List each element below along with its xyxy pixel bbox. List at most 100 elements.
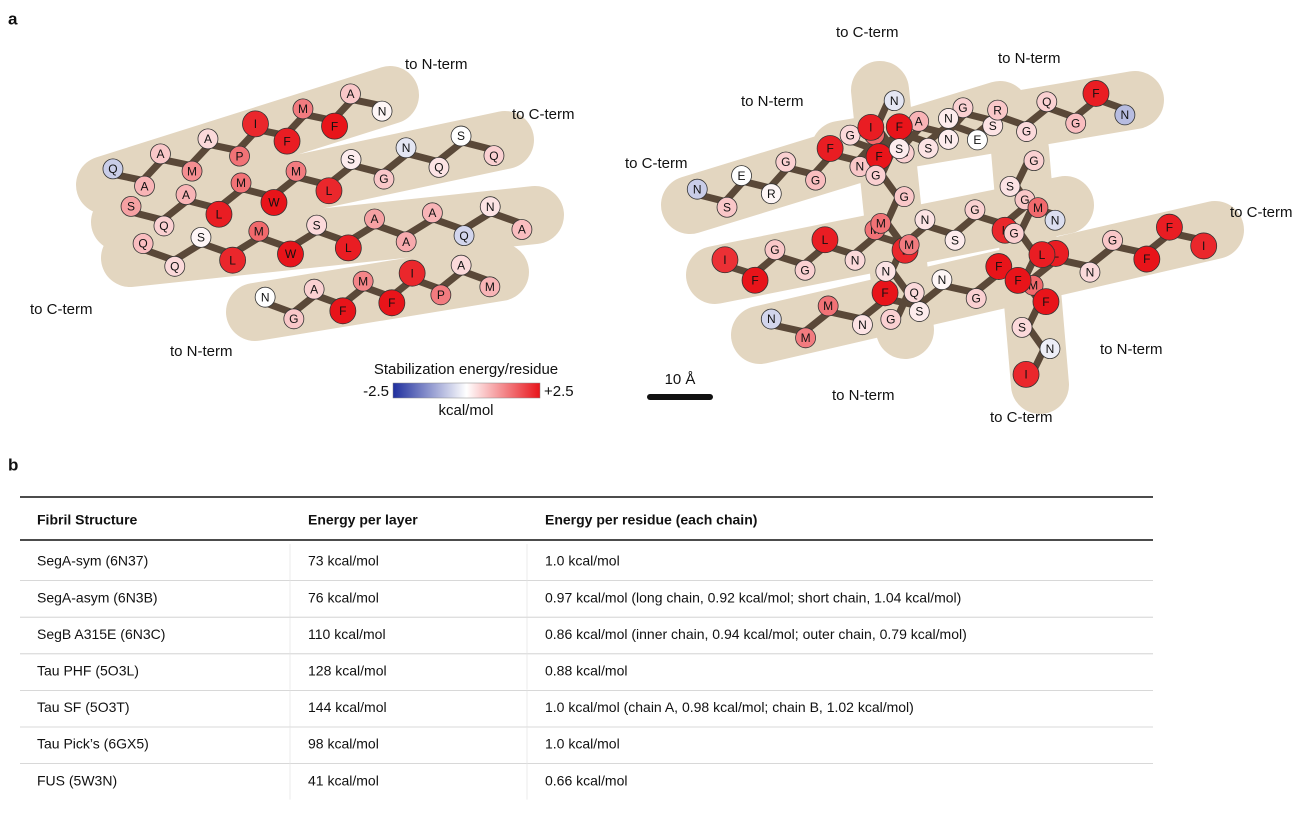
table-cell: 41 kcal/mol <box>308 772 379 788</box>
residue-letter: S <box>197 231 205 245</box>
residue-letter: N <box>890 94 899 108</box>
residue-letter: P <box>437 288 445 302</box>
residue-letter: M <box>801 331 811 345</box>
residue-letter: G <box>811 173 820 187</box>
residue-letter: G <box>1071 116 1080 130</box>
figure: QAAMAPIFMFANSQALMWMLSGNQSQQQSLMWSLAAAQNA… <box>0 0 1315 826</box>
table-header: Energy per residue (each chain) <box>545 512 757 528</box>
residue-letter: S <box>1018 321 1026 335</box>
residue-letter: I <box>254 117 257 131</box>
residue-letter: I <box>1024 368 1027 382</box>
residue-letter: L <box>229 253 236 267</box>
terminus-label: to N-term <box>1100 341 1163 358</box>
residue-letter: F <box>1166 220 1173 234</box>
residue-letter: G <box>900 190 909 204</box>
residue-letter: G <box>845 128 854 142</box>
terminus-label: to C-term <box>625 155 688 172</box>
residue-letter: L <box>1039 248 1046 262</box>
colorbar <box>393 383 540 398</box>
residue-letter: L <box>345 241 352 255</box>
residue-letter: G <box>1108 233 1117 247</box>
residue-letter: S <box>951 233 959 247</box>
residue-letter: A <box>457 258 465 272</box>
residue-letter: A <box>518 223 526 237</box>
residue-letter: M <box>236 176 246 190</box>
terminus-label: to C-term <box>836 24 899 41</box>
colorbar-tick-label: +2.5 <box>544 383 574 400</box>
residue-letter: F <box>826 142 833 156</box>
residue-letter: M <box>485 280 495 294</box>
residue-letter: I <box>869 121 872 135</box>
residue-letter: Q <box>459 229 468 243</box>
residue-letter: F <box>1042 295 1049 309</box>
residue-letter: A <box>402 235 410 249</box>
table-cell: 98 kcal/mol <box>308 736 379 752</box>
table-cell: 144 kcal/mol <box>308 699 387 715</box>
residue-letter: A <box>310 282 318 296</box>
table-cell: 1.0 kcal/mol <box>545 553 620 569</box>
terminus-label: to N-term <box>405 56 468 73</box>
table-cell: SegA-sym (6N37) <box>37 553 148 569</box>
residue-letter: E <box>738 169 746 183</box>
residue-letter: N <box>858 318 867 332</box>
table-cell: 76 kcal/mol <box>308 589 379 605</box>
residue-letter: N <box>1121 108 1130 122</box>
residue-letter: M <box>254 224 264 238</box>
terminus-label: to C-term <box>30 301 93 318</box>
residue-letter: S <box>924 141 932 155</box>
table-cell: Tau PHF (5O3L) <box>37 663 139 679</box>
table-cell: 1.0 kcal/mol (chain A, 0.98 kcal/mol; ch… <box>545 699 914 715</box>
residue-letter: G <box>958 101 967 115</box>
residue-letter: G <box>781 155 790 169</box>
residue-letter: M <box>876 217 886 231</box>
table-cell: 1.0 kcal/mol <box>545 736 620 752</box>
residue-letter: M <box>823 299 833 313</box>
terminus-label: to C-term <box>512 106 575 123</box>
residue-letter: N <box>944 112 953 126</box>
residue-letter: F <box>339 304 346 318</box>
residue-letter: Q <box>159 219 168 233</box>
residue-letter: M <box>1033 201 1043 215</box>
terminus-label: to N-term <box>832 387 895 404</box>
residue-letter: L <box>822 233 829 247</box>
table-cell: 0.88 kcal/mol <box>545 663 627 679</box>
residue-letter: I <box>410 266 413 280</box>
residue-letter: F <box>1014 274 1021 288</box>
residue-letter: G <box>1022 125 1031 139</box>
table-cell: 0.86 kcal/mol (inner chain, 0.94 kcal/mo… <box>545 626 967 642</box>
terminus-label: to N-term <box>998 50 1061 67</box>
residue-letter: W <box>268 196 280 210</box>
table-cell: SegA-asym (6N3B) <box>37 589 158 605</box>
residue-letter: L <box>326 184 333 198</box>
residue-letter: F <box>875 150 882 164</box>
residue-letter: M <box>187 164 197 178</box>
residue-letter: P <box>236 149 244 163</box>
panel-label: b <box>8 455 18 474</box>
residue-letter: S <box>989 119 997 133</box>
residue-letter: N <box>767 312 776 326</box>
residue-letter: F <box>881 286 888 300</box>
residue-letter: F <box>995 260 1002 274</box>
residue-letter: N <box>402 141 411 155</box>
residue-letter: N <box>938 273 947 287</box>
residue-letter: F <box>331 119 338 133</box>
residue-letter: R <box>993 103 1002 117</box>
terminus-label: to N-term <box>741 93 804 110</box>
residue-letter: N <box>1046 342 1055 356</box>
residue-letter: A <box>915 114 923 128</box>
residue-letter: N <box>944 133 953 147</box>
panel-label: a <box>8 9 18 28</box>
residue-letter: N <box>693 182 702 196</box>
residue-letter: G <box>289 312 298 326</box>
residue-letter: S <box>895 142 903 156</box>
table-cell: 128 kcal/mol <box>308 663 387 679</box>
table-cell: SegB A315E (6N3C) <box>37 626 165 642</box>
residue-letter: F <box>283 134 290 148</box>
residue-letter: A <box>346 87 354 101</box>
residue-letter: G <box>1029 154 1038 168</box>
colorbar-title: Stabilization energy/residue <box>374 361 558 378</box>
terminus-label: to N-term <box>170 343 233 360</box>
residue-letter: G <box>770 243 779 257</box>
residue-letter: M <box>358 274 368 288</box>
